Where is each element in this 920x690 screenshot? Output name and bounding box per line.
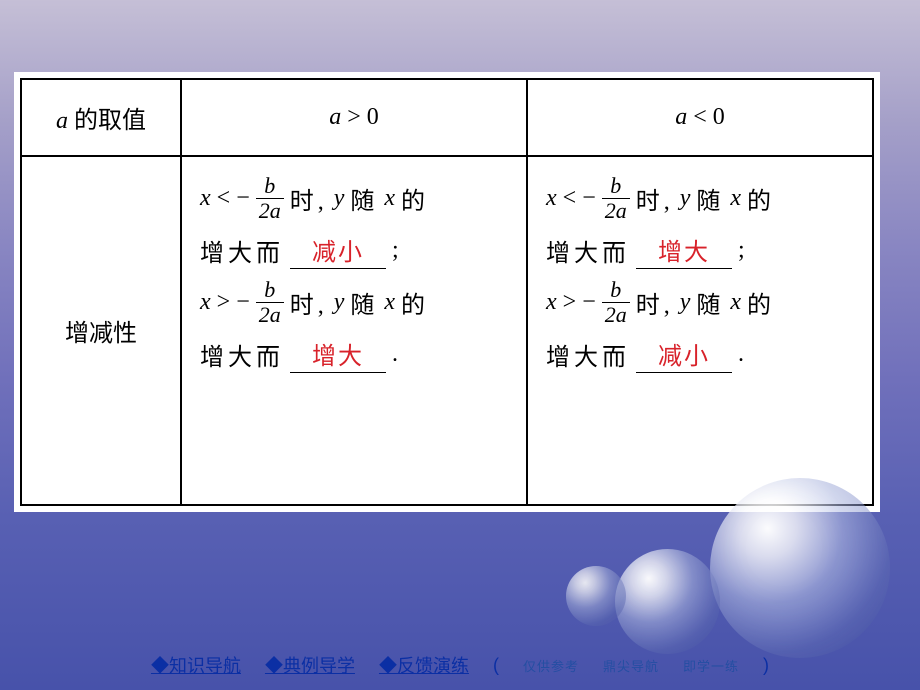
frac-den: 2a <box>602 198 630 222</box>
header-col1-cn: 的取值 <box>68 108 146 134</box>
fraction-icon: b 2a <box>602 279 630 326</box>
sphere-icon <box>566 566 626 626</box>
header-col2: a > 0 <box>181 79 527 156</box>
aneg-line2: 增大而 增大 ; <box>546 232 854 269</box>
apos-l1-mid: 随 <box>350 181 378 216</box>
aneg-line4: 增大而 减小 . <box>546 336 854 373</box>
cell-a-negative: x < − b 2a 时, y 随 x 的 增大而 增大 ; <box>527 156 873 505</box>
nav-examples[interactable]: ◆典例导学 <box>265 652 355 678</box>
frac-num: b <box>607 279 624 302</box>
apos-l3-x: x <box>200 289 211 316</box>
apos-line3: x > − b 2a 时, y 随 x 的 <box>200 279 508 326</box>
frac-den: 2a <box>256 198 284 222</box>
aneg-l1-post: 时, <box>636 181 674 216</box>
header-col3-rel: < 0 <box>687 104 725 130</box>
header-col3: a < 0 <box>527 79 873 156</box>
apos-l2-pre: 增大而 <box>200 233 284 268</box>
aneg-l3-mid: 随 <box>696 285 724 320</box>
header-col2-rel: > 0 <box>341 104 379 130</box>
header-col1: a 的取值 <box>21 79 181 156</box>
blank-apos-1: 减小 <box>290 232 386 269</box>
apos-l2-end: ; <box>392 237 403 264</box>
aux-link-3[interactable]: 即学一练 <box>683 656 739 675</box>
aneg-l1-mid: 随 <box>696 181 724 216</box>
content-panel: a 的取值 a > 0 a < 0 增减性 x < − b 2a 时, <box>14 72 880 512</box>
apos-l1-x2: x <box>384 185 395 212</box>
apos-l1-post: 时, <box>290 181 328 216</box>
aneg-l4-ans: 减小 <box>658 344 710 370</box>
aneg-l3-post: 时, <box>636 285 674 320</box>
apos-l3-post: 时, <box>290 285 328 320</box>
apos-line1: x < − b 2a 时, y 随 x 的 <box>200 175 508 222</box>
aneg-l3-x2: x <box>730 289 741 316</box>
blank-apos-2: 增大 <box>290 336 386 373</box>
aneg-line3: x > − b 2a 时, y 随 x 的 <box>546 279 854 326</box>
blank-aneg-2: 减小 <box>636 336 732 373</box>
sphere-icon <box>615 549 720 654</box>
aneg-l1-x2: x <box>730 185 741 212</box>
header-col3-var: a <box>675 104 687 130</box>
frac-den: 2a <box>256 302 284 326</box>
apos-l1-end: 的 <box>401 181 429 216</box>
table-body-row: 增减性 x < − b 2a 时, y 随 x 的 增大而 <box>21 156 873 505</box>
apos-line2: 增大而 减小 ; <box>200 232 508 269</box>
aneg-l1-rel: < − <box>563 185 596 212</box>
apos-l1-rel: < − <box>217 185 250 212</box>
aneg-line1: x < − b 2a 时, y 随 x 的 <box>546 175 854 222</box>
apos-l4-pre: 增大而 <box>200 337 284 372</box>
aneg-l3-y: y <box>680 289 691 316</box>
apos-l3-end: 的 <box>401 285 429 320</box>
blank-aneg-1: 增大 <box>636 232 732 269</box>
apos-l3-mid: 随 <box>350 285 378 320</box>
nav-feedback[interactable]: ◆反馈演练 <box>379 652 469 678</box>
aneg-l1-y: y <box>680 185 691 212</box>
fraction-icon: b 2a <box>256 175 284 222</box>
header-col2-var: a <box>329 104 341 130</box>
aneg-l1-end: 的 <box>747 181 775 216</box>
apos-line4: 增大而 增大 . <box>200 336 508 373</box>
aneg-l1-x: x <box>546 185 557 212</box>
apos-l4-ans: 增大 <box>312 344 364 370</box>
header-col1-var: a <box>56 108 68 134</box>
aneg-l4-pre: 增大而 <box>546 337 630 372</box>
aux-link-2[interactable]: 鼎尖导航 <box>603 656 659 675</box>
footer-nav: ◆知识导航 ◆典例导学 ◆反馈演练 ( 仅供参考 鼎尖导航 即学一练 ) <box>0 652 920 678</box>
frac-num: b <box>607 175 624 198</box>
aneg-l3-x: x <box>546 289 557 316</box>
table-header-row: a 的取值 a > 0 a < 0 <box>21 79 873 156</box>
apos-l3-rel: > − <box>217 289 250 316</box>
frac-num: b <box>261 175 278 198</box>
fraction-icon: b 2a <box>602 175 630 222</box>
nav-knowledge[interactable]: ◆知识导航 <box>151 652 241 678</box>
apos-l1-x: x <box>200 185 211 212</box>
paren-left: ( <box>493 655 499 676</box>
apos-l3-y: y <box>334 289 345 316</box>
fraction-icon: b 2a <box>256 279 284 326</box>
apos-l4-end: . <box>392 341 402 368</box>
aneg-l3-end: 的 <box>747 285 775 320</box>
paren-right: ) <box>763 655 769 676</box>
aneg-l2-ans: 增大 <box>658 240 710 266</box>
row-label: 增减性 <box>21 156 181 505</box>
aneg-l2-end: ; <box>738 237 749 264</box>
frac-num: b <box>261 279 278 302</box>
apos-l1-y: y <box>334 185 345 212</box>
cell-a-positive: x < − b 2a 时, y 随 x 的 增大而 减小 ; <box>181 156 527 505</box>
aneg-l3-rel: > − <box>563 289 596 316</box>
frac-den: 2a <box>602 302 630 326</box>
properties-table: a 的取值 a > 0 a < 0 增减性 x < − b 2a 时, <box>20 78 874 506</box>
aneg-l2-pre: 增大而 <box>546 233 630 268</box>
aneg-l4-end: . <box>738 341 748 368</box>
aux-link-1[interactable]: 仅供参考 <box>523 656 579 675</box>
apos-l3-x2: x <box>384 289 395 316</box>
apos-l2-ans: 减小 <box>312 240 364 266</box>
